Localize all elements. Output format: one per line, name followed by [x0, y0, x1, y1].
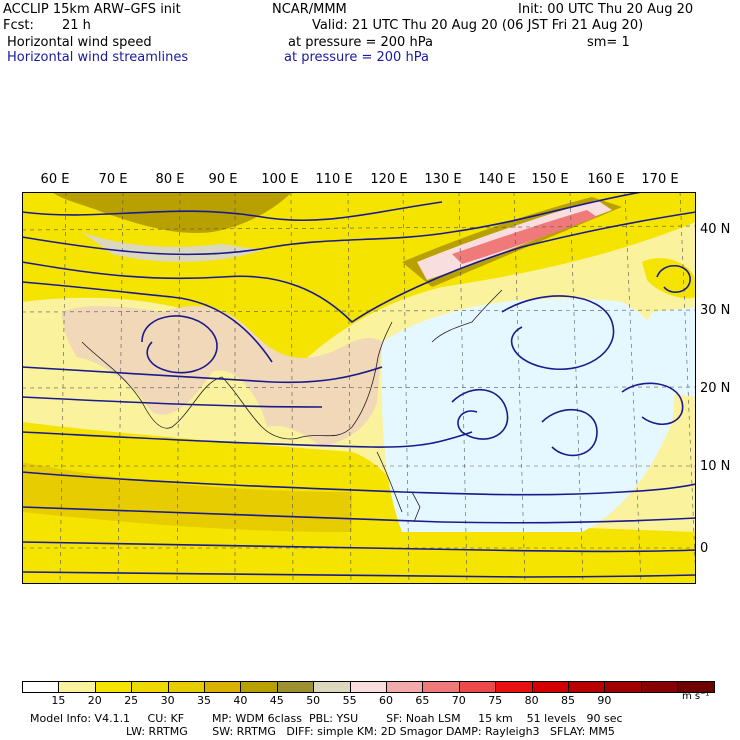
wind-60-jet-core: [452, 210, 597, 264]
colorbar-swatch: [167, 681, 205, 693]
colorbar-label: 30: [160, 694, 175, 707]
streamline: [22, 201, 443, 222]
longitude-label: 100 E: [261, 172, 299, 187]
streamline: [22, 431, 473, 448]
colorbar-label: 70: [451, 694, 466, 707]
streamline: [22, 192, 643, 256]
wind-35-band-northwest: [52, 192, 292, 233]
colorbar-unit: m s⁻¹: [682, 691, 710, 702]
colorbar-label: 15: [51, 694, 66, 707]
longitude-label: 110 E: [315, 172, 353, 187]
longitude-label: 150 E: [531, 172, 569, 187]
wind-25-band: [22, 462, 352, 532]
colorbar-label: 40: [233, 694, 248, 707]
latitude-label: 40 N: [700, 222, 731, 237]
longitude-label: 130 E: [424, 172, 462, 187]
colorbar-swatch: [495, 681, 533, 693]
colorbar-label: 90: [597, 694, 612, 707]
latitude-label: 30 N: [700, 303, 731, 318]
forecast-hour: 21 h: [62, 18, 91, 33]
forecast-label: Fcst:: [3, 18, 34, 33]
model-title: ACCLIP 15km ARW–GFS init: [3, 2, 181, 17]
colorbar-swatch: [131, 681, 169, 693]
cyclone-pacific-2: [541, 408, 598, 457]
longitude-label: 140 E: [478, 172, 516, 187]
colorbar-label: 60: [379, 694, 393, 707]
colorbar-label: 35: [197, 694, 211, 707]
cyclone-east: [621, 382, 684, 426]
coastline-islands: [376, 451, 421, 523]
longitude-label: 60 E: [40, 172, 70, 187]
coastline-japan: [431, 289, 503, 343]
anticyclone-pacific: [501, 295, 615, 370]
colorbar-swatch: [640, 681, 679, 693]
colorbar-swatch: [240, 681, 278, 693]
colorbar-swatch: [458, 681, 497, 693]
streamline: [22, 366, 383, 384]
longitude-label: 170 E: [641, 172, 679, 187]
latitude-label: 20 N: [700, 381, 731, 396]
latitude-label: 10 N: [700, 459, 731, 474]
init-time: Init: 00 UTC Thu 20 Aug 20: [518, 2, 694, 17]
anticyclone-west: [141, 315, 218, 374]
colorbar-swatch: [568, 681, 606, 693]
streamline: [22, 396, 323, 408]
colorbar-swatch: [276, 681, 315, 693]
map-frame: [22, 192, 696, 584]
colorbar-swatch: [313, 681, 351, 693]
field2-level: at pressure = 200 hPa: [284, 50, 429, 65]
colorbar-swatch: [531, 681, 569, 693]
wind-45-core-west: [82, 232, 262, 262]
colorbar-label: 25: [124, 694, 139, 707]
longitude-label: 70 E: [98, 172, 128, 187]
colorbar-swatch: [22, 681, 60, 693]
org-label: NCAR/MMM: [272, 2, 347, 17]
latitude-label: 0: [700, 541, 709, 556]
field1-level: at pressure = 200 hPa: [288, 35, 433, 50]
longitude-label: 160 E: [587, 172, 625, 187]
longitude-label: 90 E: [208, 172, 238, 187]
streamline: [22, 211, 696, 324]
grid-lines: [22, 192, 696, 584]
colorbar-label: 55: [342, 694, 357, 707]
colorbar-swatch: [94, 681, 133, 693]
valid-time: Valid: 21 UTC Thu 20 Aug 20 (06 JST Fri …: [312, 18, 644, 33]
model-info-line1: Model Info: V4.1.1 CU: KF MP: WDM 6class…: [30, 712, 623, 725]
colorbar-label: 50: [306, 694, 321, 707]
colorbar-label: 75: [488, 694, 503, 707]
colorbar-label: 20: [87, 694, 102, 707]
streamline: [22, 471, 696, 496]
wind-20-band-south: [22, 422, 696, 584]
colorbar-label: 80: [524, 694, 539, 707]
wind-map: [22, 192, 696, 584]
streamline: [22, 281, 273, 363]
longitude-label: 120 E: [370, 172, 408, 187]
streamline: [22, 506, 696, 524]
field2-name: Horizontal wind streamlines: [7, 50, 189, 65]
coastline-asia: [81, 321, 393, 440]
field1-name: Horizontal wind speed: [7, 35, 152, 50]
colorbar-label: 85: [561, 694, 575, 707]
streamline: [22, 541, 696, 553]
longitude-label: 80 E: [155, 172, 185, 187]
streamlines: [22, 192, 696, 578]
cutoff-low: [656, 264, 691, 293]
colorbar-swatch: [604, 681, 642, 693]
colorbar-label: 65: [415, 694, 430, 707]
colorbar-swatch: [58, 681, 96, 693]
colorbar-swatch: [422, 681, 460, 693]
cyclone-pacific-1: [451, 388, 509, 440]
ocean-low-pacific: [381, 298, 675, 532]
streamline: [22, 571, 696, 578]
colorbar-swatch: [204, 681, 242, 693]
smoothing-label: sm= 1: [587, 35, 630, 50]
colorbar-swatch: [386, 681, 424, 693]
colorbar-swatch: [349, 681, 387, 693]
colorbar-label: 45: [269, 694, 284, 707]
model-info-line2: LW: RRTMG SW: RRTMG DIFF: simple KM: 2D …: [126, 725, 615, 738]
colorbar-swatch: [677, 681, 715, 693]
